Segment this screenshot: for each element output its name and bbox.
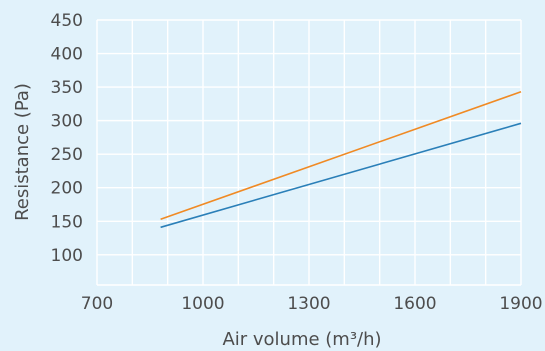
x-tick-label: 1600 [393,294,436,314]
y-axis-title: Resistance (Pa) [12,83,33,221]
y-tick-label: 350 [51,78,83,98]
x-axis-ticks: 700 1000 1300 1600 1900 [81,294,543,314]
y-tick-label: 200 [51,179,83,199]
x-axis-title: Air volume (m³/h) [222,329,381,350]
y-tick-label: 250 [51,145,83,165]
y-tick-label: 400 [51,45,83,65]
y-tick-label: 150 [51,212,83,232]
grid [96,19,522,286]
series-line-2 [160,122,522,229]
series-lines [160,91,522,229]
x-tick-label: 1000 [181,294,224,314]
y-axis-ticks: 100 150 200 250 300 350 400 450 [51,11,83,266]
x-tick-label: 1300 [287,294,330,314]
y-tick-label: 300 [51,112,83,132]
y-tick-label: 450 [51,11,83,31]
y-tick-label: 100 [51,246,83,266]
series-line-1 [160,91,522,221]
x-tick-label: 1900 [499,294,542,314]
x-tick-label: 700 [81,294,113,314]
